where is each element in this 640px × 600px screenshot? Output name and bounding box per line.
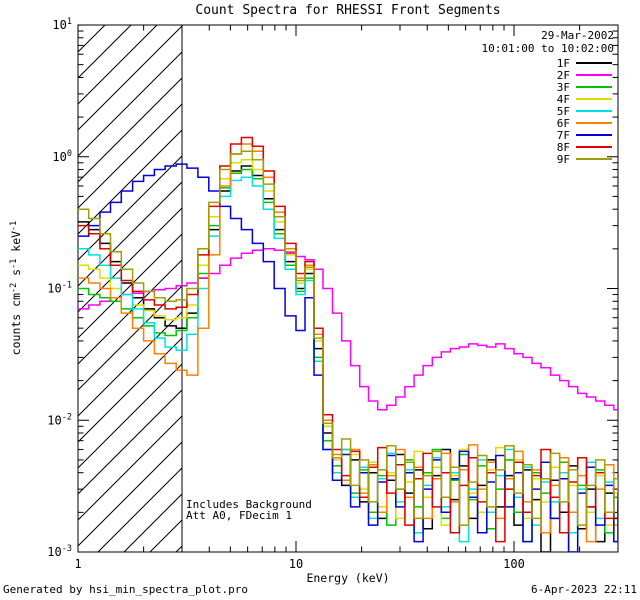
tick-labels: 1 10 100 10-3 10-2 10-1 100 101 counts cm-2 s-1 … (9, 17, 525, 571)
note-attenuator-state: Att A0, FDecim 1 (186, 509, 292, 522)
footer-generator-text: Generated by hsi_min_spectra_plot.pro (3, 583, 249, 596)
x-axis-title: Energy (keV) (306, 571, 390, 585)
x-tick-label-100: 100 (503, 557, 525, 571)
series-line-9F (78, 150, 618, 526)
y-tick-label-10e0: 100 (52, 149, 72, 164)
y-axis-title: counts cm-2 s-1 keV-1 (9, 221, 23, 356)
observation-time-range: 10:01:00 to 10:02:00 (481, 42, 614, 55)
legend-label-5F: 5F (557, 105, 570, 118)
y-tick-label-10e1: 101 (52, 17, 72, 32)
note-includes-background: Includes Background (186, 498, 312, 511)
x-tick-label-10: 10 (289, 557, 303, 571)
legend-label-2F: 2F (557, 69, 570, 82)
legend-label-1F: 1F (557, 57, 570, 70)
x-tick-label-1: 1 (74, 557, 81, 571)
legend-label-9F: 9F (557, 153, 570, 166)
y-tick-label-10e-2: 10-2 (47, 412, 72, 427)
series-line-2F (78, 248, 618, 411)
legend-label-4F: 4F (557, 93, 570, 106)
footer-timestamp: 6-Apr-2023 22:11 (531, 583, 637, 596)
y-tick-label-10e-3: 10-3 (47, 544, 72, 559)
legend-label-6F: 6F (557, 117, 570, 130)
legend-label-7F: 7F (557, 129, 570, 142)
legend-label-3F: 3F (557, 81, 570, 94)
observation-date: 29-Mar-2002 (541, 29, 614, 42)
chart-title: Count Spectra for RHESSI Front Segments (195, 3, 501, 18)
legend-label-8F: 8F (557, 141, 570, 154)
y-tick-label-10e-1: 10-1 (47, 281, 72, 296)
spectra-series-group (78, 136, 618, 552)
